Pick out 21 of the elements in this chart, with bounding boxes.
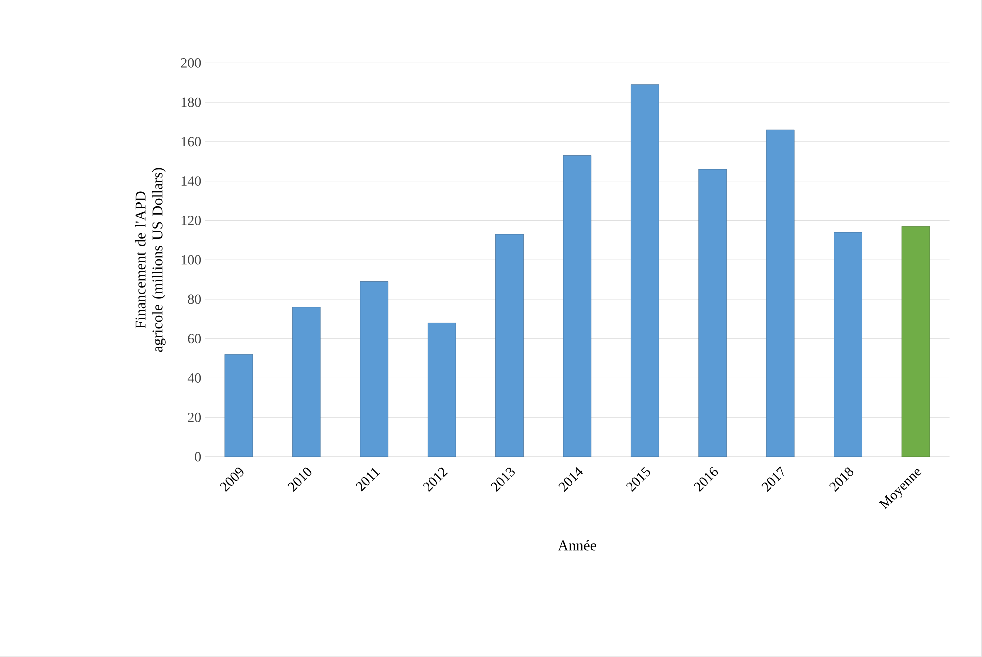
y-tick-label: 0	[195, 452, 202, 462]
y-axis-title: Financement de l'APD agricole (millions US Dollars)	[135, 168, 166, 352]
y-tick-label: 100	[182, 255, 202, 265]
x-tick-label: 2011	[356, 468, 380, 492]
bar	[834, 232, 862, 457]
y-tick-label: 180	[182, 98, 202, 108]
y-tick-label: 140	[182, 176, 202, 186]
y-tick-label: 80	[188, 294, 202, 304]
x-axis-title: Année	[558, 540, 596, 551]
y-tick-label: 20	[188, 412, 202, 422]
bar	[360, 281, 389, 457]
y-tick-label: 200	[181, 58, 202, 68]
bar	[630, 84, 660, 457]
y-tick-label: 160	[182, 137, 202, 147]
bar	[292, 307, 321, 457]
y-tick-label: 40	[188, 373, 202, 383]
bar	[428, 322, 456, 457]
bar	[563, 155, 592, 457]
y-tick-label: 60	[188, 334, 202, 344]
bar	[902, 226, 930, 457]
y-tick-label: 120	[182, 216, 202, 226]
